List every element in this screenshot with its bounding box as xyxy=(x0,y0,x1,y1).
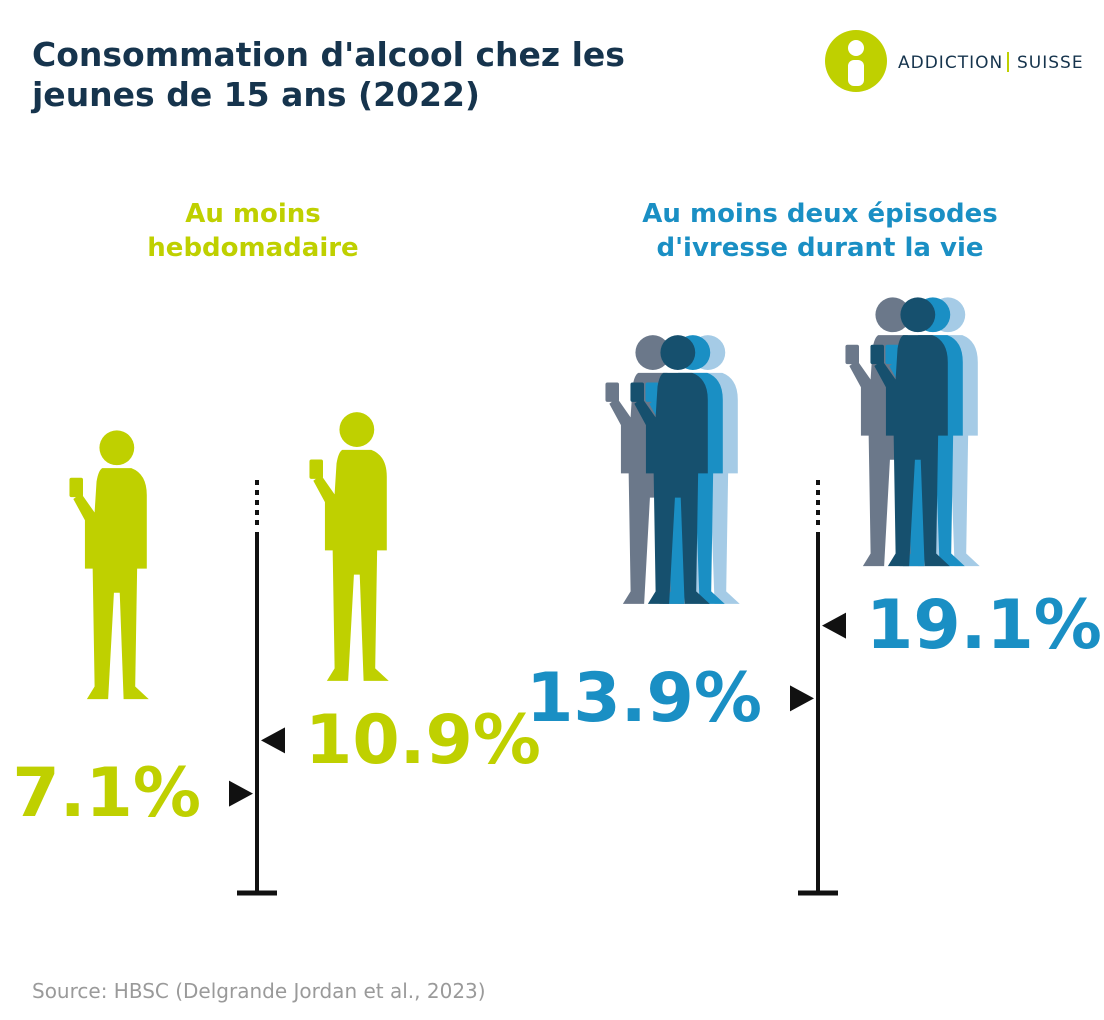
value-marker xyxy=(229,780,253,807)
value-marker xyxy=(790,685,814,712)
value-label: 10.9% xyxy=(305,701,541,780)
silhouette xyxy=(69,430,149,700)
logo-text: ADDICTION xyxy=(898,53,1003,73)
title: Consommation d'alcool chez les jeunes de … xyxy=(30,35,625,114)
logo-icon xyxy=(848,60,864,86)
logo-text: SUISSE xyxy=(1017,53,1084,73)
source: Source: HBSC (Delgrande Jordan et al., 2… xyxy=(32,979,486,1003)
logo-icon xyxy=(848,40,864,56)
value-label: 13.9% xyxy=(526,659,762,738)
value-label: 19.1% xyxy=(866,586,1102,665)
value-label: 7.1% xyxy=(12,754,201,833)
silhouette xyxy=(309,412,389,681)
group-title: Au moins deux épisodes d'ivresse durant l… xyxy=(642,199,997,263)
group-title: Au moins hebdomadaire xyxy=(147,199,358,263)
logo-divider xyxy=(1007,52,1009,72)
value-marker xyxy=(261,727,285,754)
value-marker xyxy=(822,612,846,639)
logo: ADDICTION SUISSE xyxy=(825,30,1084,92)
